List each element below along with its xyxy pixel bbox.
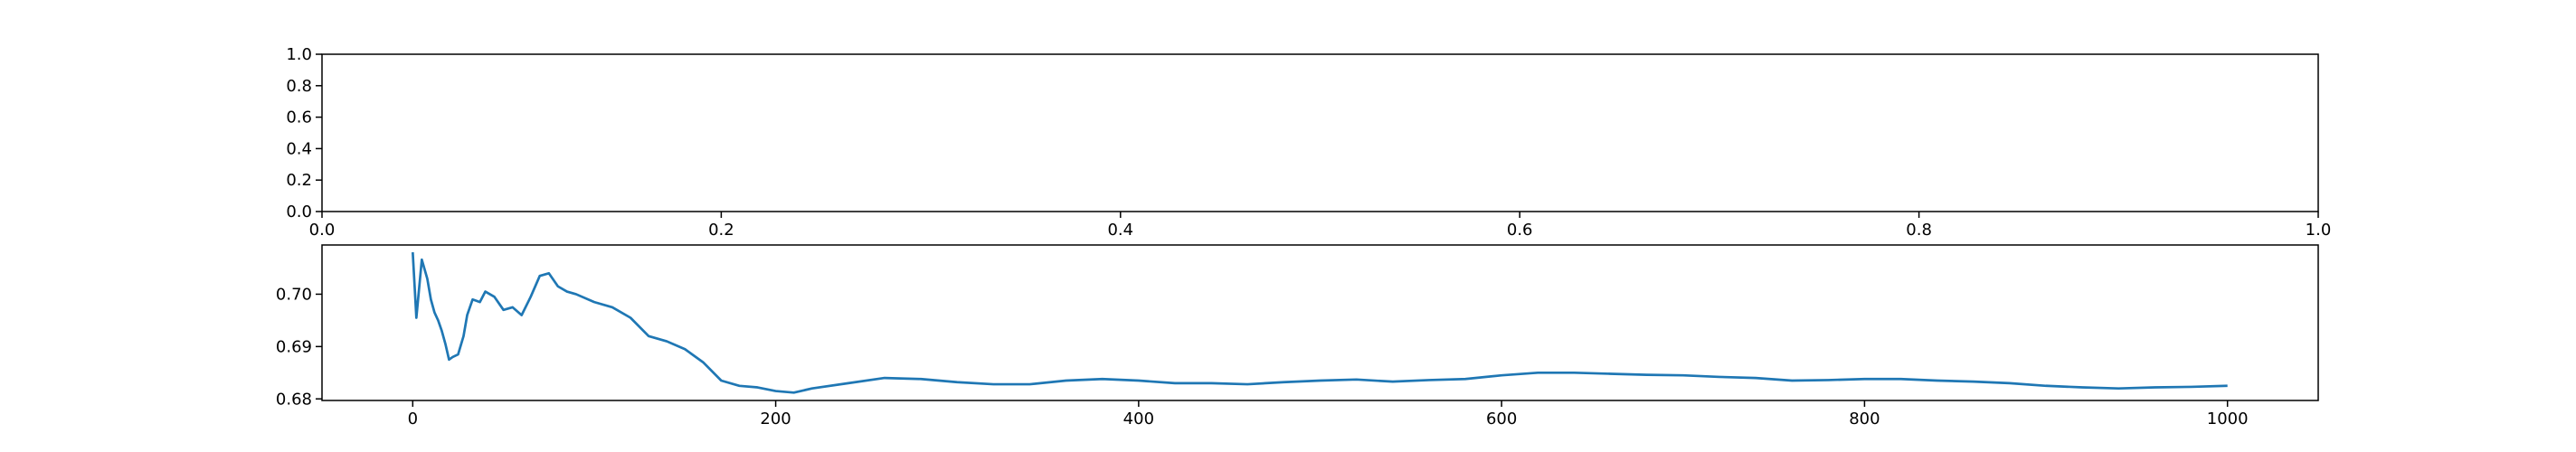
y-tick-label: 0.0: [286, 202, 312, 221]
x-tick-label: 0.8: [1906, 221, 1932, 240]
y-tick-label: 0.68: [276, 390, 312, 409]
y-tick-label: 1.0: [286, 45, 312, 64]
y-tick-label: 0.4: [286, 139, 312, 158]
x-tick-label: 0: [408, 410, 418, 428]
x-tick-label: 600: [1486, 410, 1517, 428]
y-tick-label: 0.6: [286, 108, 312, 127]
line: [411, 252, 2228, 394]
y-tick-label: 0.2: [286, 171, 312, 190]
x-tick-label: 200: [760, 410, 791, 428]
x-tick-label: 0.4: [1107, 221, 1133, 240]
x-tick-label: 0.6: [1507, 221, 1533, 240]
x-tick-label: 800: [1849, 410, 1880, 428]
x-tick-label: 0.2: [708, 221, 734, 240]
x-tick-label: 400: [1123, 410, 1154, 428]
x-tick-label: 1.0: [2306, 221, 2332, 240]
x-tick-label: 0.0: [309, 221, 336, 240]
y-tick-label: 0.8: [286, 77, 312, 96]
y-tick-label: 0.70: [276, 285, 312, 304]
y-tick-label: 0.69: [276, 337, 312, 356]
plot-frame: [321, 244, 2319, 401]
plot-frame: [321, 53, 2319, 212]
x-tick-label: 1000: [2207, 410, 2249, 428]
